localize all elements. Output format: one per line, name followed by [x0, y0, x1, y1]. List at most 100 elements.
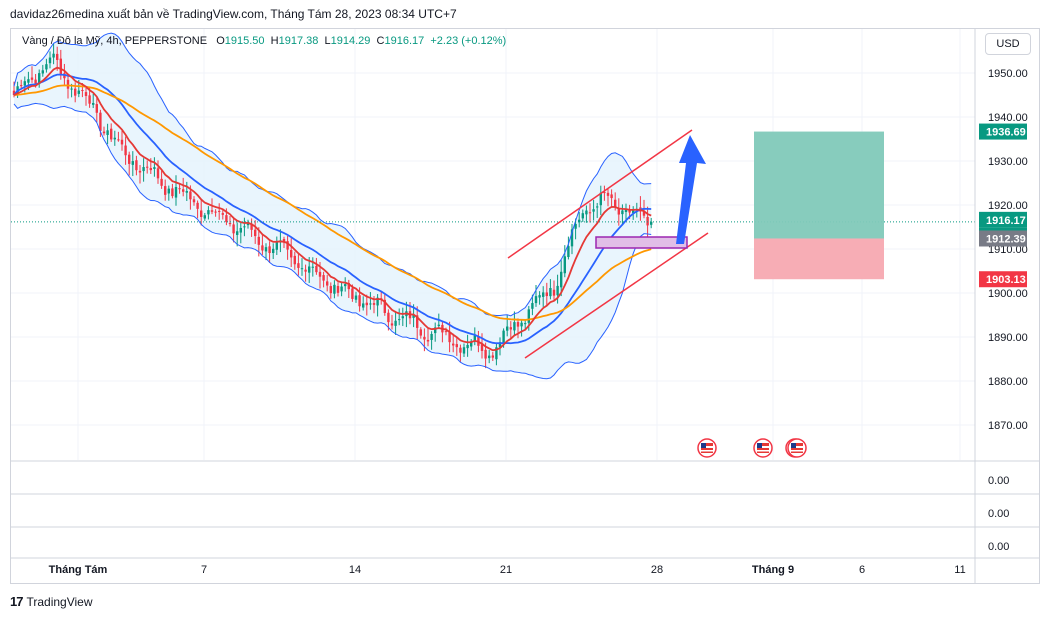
candle-body: [200, 210, 203, 217]
candle-body: [171, 188, 174, 197]
candle-body: [218, 210, 221, 212]
price-tick-label: 1950.00: [988, 68, 1028, 80]
candle-body: [534, 296, 538, 304]
price-axis: 1950.00 1940.00 1930.00 1920.00 1910.00 1900.…: [974, 29, 1028, 583]
candle-body: [52, 53, 55, 58]
candle-body: [304, 269, 307, 272]
candle-body: [182, 189, 185, 192]
candle-body: [401, 316, 404, 319]
candle-body: [351, 288, 354, 299]
candle-body: [185, 191, 188, 193]
candle-body: [452, 343, 455, 346]
candle-body: [390, 323, 394, 326]
candle-body: [146, 166, 149, 168]
candle-body: [444, 331, 448, 333]
candle-body: [545, 292, 548, 297]
candle-body: [347, 283, 350, 290]
up-arrow-icon: [676, 135, 706, 244]
channel-upper-line: [507, 129, 693, 259]
candle-body: [329, 286, 332, 294]
candle-body: [297, 263, 300, 268]
time-tick-label: 11: [954, 564, 965, 576]
candle-body: [344, 284, 347, 287]
candle-body: [488, 355, 491, 359]
symbol-label: Vàng / Đô la Mỹ, 4h, PEPPERSTONE: [22, 35, 208, 47]
currency-button[interactable]: USD: [985, 33, 1031, 55]
candle-body: [480, 344, 484, 351]
high-value: 1917.38: [278, 35, 319, 47]
candle-body: [135, 160, 138, 171]
candle-body: [160, 178, 163, 186]
candle-body: [210, 210, 214, 212]
candle-body: [228, 223, 232, 225]
candle-body: [552, 289, 556, 296]
candle-body: [563, 256, 566, 274]
bollinger-upper-line: [13, 32, 652, 317]
brand-label: TradingView: [26, 594, 93, 609]
price-label-text: 1916.17: [986, 215, 1026, 227]
long-position-target: [754, 131, 884, 239]
candle-body: [318, 271, 322, 277]
candle-body: [646, 216, 649, 226]
candle-body: [570, 229, 574, 247]
price-tick-label: 1910.00: [988, 244, 1028, 256]
channel-lower-line: [524, 232, 709, 359]
price-tick-label: 1870.00: [988, 420, 1028, 432]
candle-body: [426, 339, 430, 342]
candle-body: [596, 206, 599, 208]
candle-body: [264, 247, 268, 252]
indicator-lines: [11, 32, 975, 380]
candle-body: [437, 324, 440, 326]
candle-body: [455, 344, 458, 348]
candle-body: [448, 332, 451, 343]
high-label: H: [270, 35, 279, 47]
time-tick-label: 14: [349, 564, 361, 576]
chart-frame: [10, 28, 1040, 584]
candle-body: [117, 139, 120, 141]
candle-body: [588, 212, 592, 214]
candle-body: [236, 231, 239, 235]
candle-body: [520, 322, 523, 327]
indicator-panes: 0.00 0.00 0.00: [11, 460, 1039, 559]
price-tick-label: 1920.00: [988, 200, 1028, 212]
candle-body: [232, 224, 235, 234]
candle-body: [340, 286, 343, 292]
candle-body: [156, 168, 160, 179]
candle-body: [12, 90, 16, 96]
candle-body: [617, 208, 620, 215]
candle-body: [138, 170, 142, 173]
candle-body: [394, 320, 397, 326]
candle-body: [131, 161, 134, 165]
candle-body: [585, 210, 588, 215]
candle-body: [372, 303, 376, 305]
candle-body: [484, 349, 487, 359]
candle-body: [311, 266, 314, 268]
candle-body: [650, 221, 653, 225]
candle-body: [369, 303, 372, 305]
candle-body: [290, 250, 293, 258]
tradingview-brand[interactable]: 17 TradingView: [10, 594, 93, 609]
candle-body: [257, 236, 260, 245]
candle-body: [120, 139, 124, 145]
candle-body: [275, 241, 278, 250]
candle-body: [322, 275, 325, 281]
candle-body: [430, 333, 433, 340]
candle-body: [495, 347, 498, 360]
candle-body: [423, 336, 426, 340]
candle-body: [524, 323, 527, 325]
candle-body: [498, 342, 502, 348]
drawings: [507, 129, 884, 458]
candle-body: [581, 213, 584, 219]
candle-body: [516, 322, 520, 327]
candle-body: [214, 211, 217, 213]
price-label-text: 1936.69: [986, 127, 1026, 139]
candle-body: [207, 210, 210, 215]
candle-body: [110, 128, 113, 140]
candle-body: [549, 287, 552, 297]
candle-body: [315, 265, 318, 273]
bollinger-fill: [14, 33, 652, 379]
candle-body: [354, 295, 358, 300]
candle-body: [106, 130, 109, 135]
price-label-box: [979, 230, 1027, 247]
